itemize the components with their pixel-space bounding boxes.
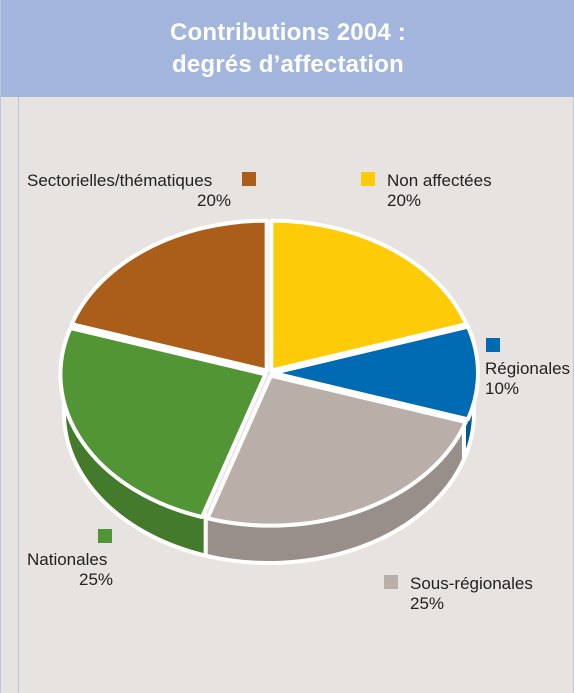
label-sectorielles: Sectorielles/thématiques: [27, 171, 213, 190]
label-non-affectees: Non affectées: [387, 171, 492, 190]
label-nationales: Nationales: [27, 550, 108, 569]
pie-slice-nationales: [58, 326, 268, 520]
panel-left-rule: [18, 97, 19, 693]
pie-slice-sectorielles: [69, 218, 269, 373]
label-regionales: Régionales: [485, 359, 571, 378]
pie-slice-regionales: [271, 324, 480, 422]
label-sous-regionales: Sous-régionales: [410, 574, 533, 593]
pie-slice-sous-regionales: [205, 373, 468, 528]
value-non-affectees: 20%: [387, 191, 422, 210]
value-sectorielles: 20%: [197, 191, 232, 210]
swatch-sectorielles: [242, 172, 256, 186]
chart-title-line1: Contributions 2004 :: [169, 18, 407, 46]
chart-title-line2: degrés d’affectation: [171, 50, 405, 78]
swatch-regionales: [486, 338, 500, 352]
chart-header: Contributions 2004 : degrés d’affectatio…: [1, 0, 574, 97]
swatch-nationales: [98, 529, 112, 543]
swatch-non-affectees: [361, 172, 375, 186]
value-regionales: 10%: [485, 379, 520, 398]
value-nationales: 25%: [79, 570, 114, 589]
pie-slice-non-affectees: [269, 218, 469, 373]
swatch-sous-regionales: [384, 575, 398, 589]
value-sous-regionales: 25%: [410, 594, 445, 613]
